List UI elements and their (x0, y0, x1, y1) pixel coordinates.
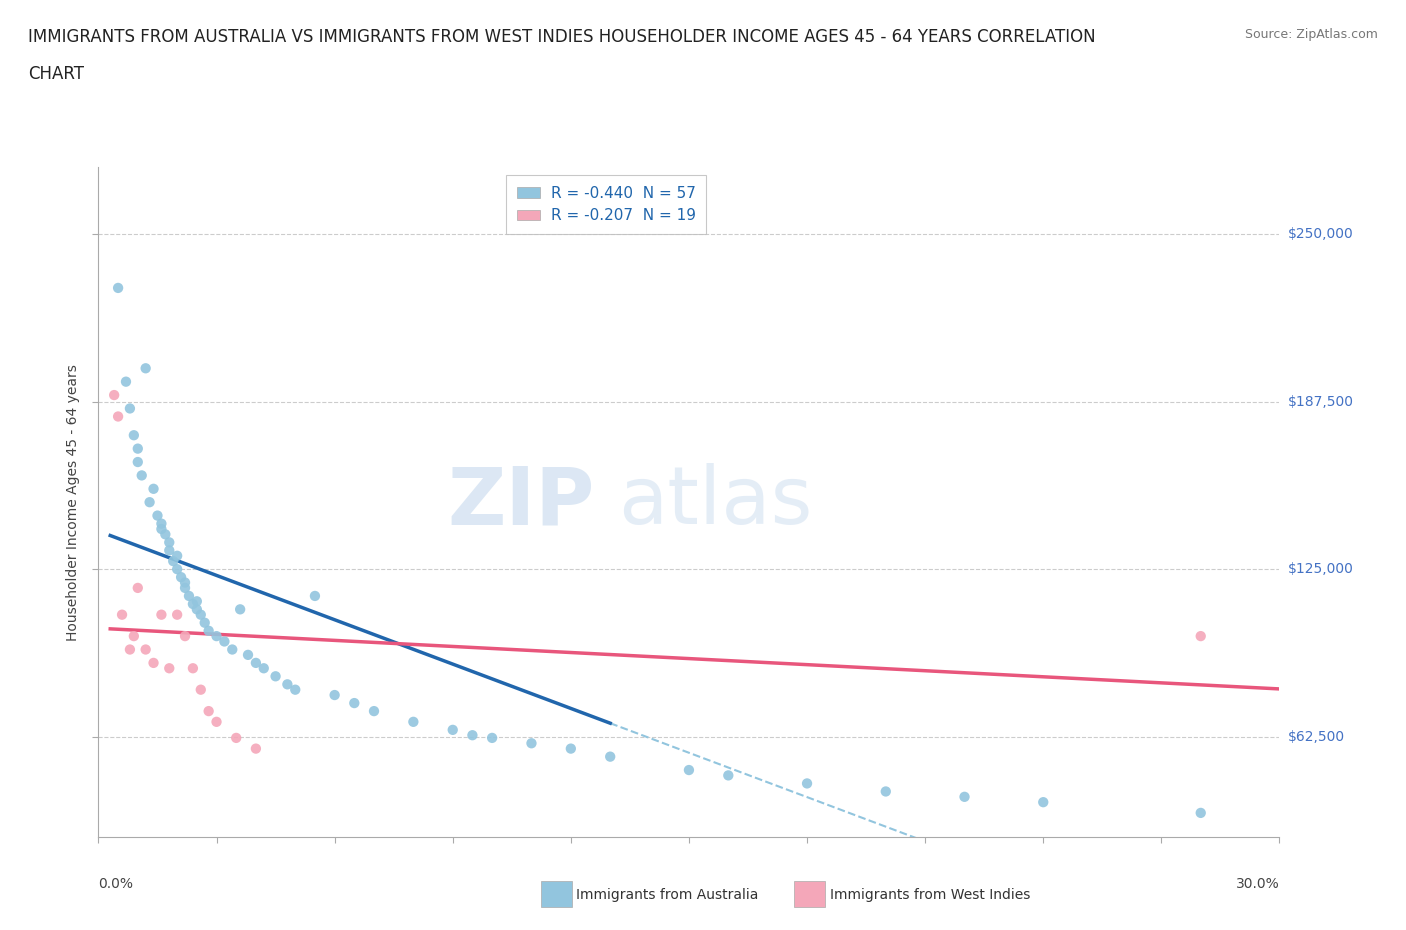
Point (166, 549, 188, 564)
Point (221, 642, 243, 657)
Point (174, 580, 197, 595)
Point (166, 562, 188, 577)
Point (953, 790, 976, 804)
Point (481, 730, 503, 745)
Point (181, 596, 204, 611)
Point (796, 776, 818, 790)
Text: atlas: atlas (619, 463, 813, 541)
Text: Immigrants from Australia: Immigrants from Australia (576, 887, 759, 902)
Point (1189, 805, 1212, 820)
Point (107, 281, 129, 296)
Point (138, 495, 160, 510)
Point (560, 741, 582, 756)
Point (225, 730, 247, 745)
Point (245, 741, 267, 756)
Point (186, 602, 208, 617)
Point (174, 575, 197, 590)
Point (177, 589, 200, 604)
Point (174, 629, 197, 644)
Point (190, 683, 212, 698)
Point (127, 455, 149, 470)
Point (135, 361, 157, 376)
Point (441, 723, 464, 737)
Point (142, 656, 165, 671)
Text: 0.0%: 0.0% (98, 877, 134, 891)
Point (135, 642, 157, 657)
Text: Immigrants from West Indies: Immigrants from West Indies (830, 887, 1031, 902)
Point (118, 642, 141, 657)
Point (146, 508, 169, 523)
Point (150, 607, 173, 622)
Point (304, 589, 326, 604)
Point (264, 669, 287, 684)
Point (284, 683, 307, 698)
Point (122, 629, 145, 644)
Text: $187,500: $187,500 (1288, 394, 1354, 409)
Point (343, 696, 366, 711)
Text: $62,500: $62,500 (1288, 729, 1346, 744)
Point (194, 616, 217, 631)
Point (363, 704, 385, 719)
Point (157, 661, 180, 676)
Point (162, 553, 184, 568)
Point (276, 677, 298, 692)
Text: Source: ZipAtlas.com: Source: ZipAtlas.com (1244, 28, 1378, 41)
Point (190, 607, 212, 622)
Text: $250,000: $250,000 (1288, 227, 1354, 242)
Point (115, 374, 138, 389)
Point (103, 388, 125, 403)
Point (118, 401, 141, 416)
Point (875, 784, 897, 799)
Point (157, 535, 180, 550)
Point (181, 661, 204, 676)
Point (1189, 629, 1212, 644)
Text: $125,000: $125,000 (1288, 562, 1354, 577)
Point (131, 468, 153, 483)
Point (205, 714, 228, 729)
Y-axis label: Householder Income Ages 45 - 64 years: Householder Income Ages 45 - 64 years (66, 364, 80, 641)
Point (520, 736, 543, 751)
Point (157, 543, 180, 558)
Point (197, 623, 219, 638)
Point (717, 768, 740, 783)
Point (107, 409, 129, 424)
Point (599, 750, 621, 764)
Point (150, 516, 173, 531)
Text: 30.0%: 30.0% (1236, 877, 1279, 891)
Point (155, 527, 177, 542)
Text: IMMIGRANTS FROM AUSTRALIA VS IMMIGRANTS FROM WEST INDIES HOUSEHOLDER INCOME AGES: IMMIGRANTS FROM AUSTRALIA VS IMMIGRANTS … (28, 28, 1095, 46)
Point (122, 428, 145, 443)
Point (1032, 795, 1054, 810)
Legend: R = -0.440  N = 57, R = -0.207  N = 19: R = -0.440 N = 57, R = -0.207 N = 19 (506, 175, 706, 234)
Point (170, 570, 193, 585)
Point (236, 647, 259, 662)
Point (197, 704, 219, 719)
Point (229, 602, 252, 617)
Point (402, 714, 425, 729)
Point (111, 607, 134, 622)
Point (214, 634, 236, 649)
Point (186, 594, 208, 609)
Point (127, 441, 149, 456)
Point (253, 661, 276, 676)
Point (678, 763, 700, 777)
Text: CHART: CHART (28, 65, 84, 83)
Point (323, 687, 346, 702)
Point (461, 728, 484, 743)
Point (166, 607, 188, 622)
Point (142, 482, 165, 497)
Point (205, 629, 228, 644)
Point (127, 580, 149, 595)
Text: ZIP: ZIP (447, 463, 595, 541)
Point (245, 656, 267, 671)
Point (150, 522, 173, 537)
